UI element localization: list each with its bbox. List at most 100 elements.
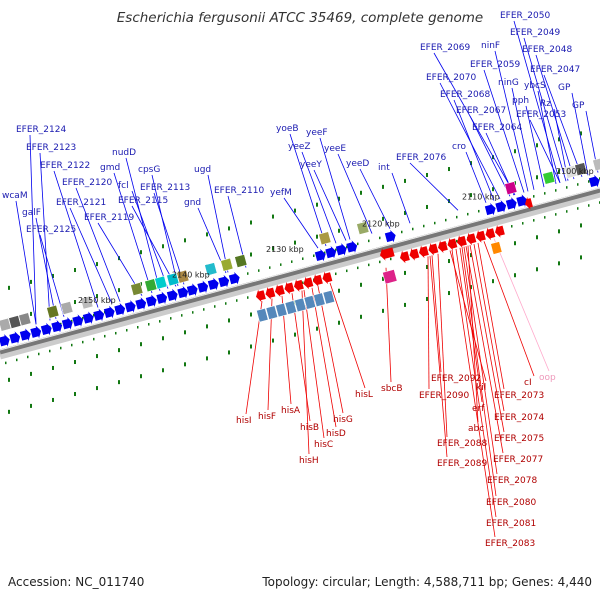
position-tick xyxy=(291,260,293,263)
position-tick xyxy=(338,228,340,233)
position-tick xyxy=(294,240,296,245)
position-tick xyxy=(577,207,579,210)
forward-leader-line xyxy=(39,234,65,317)
forward-leader-line xyxy=(125,157,161,291)
forward-leader-line xyxy=(483,69,525,193)
reverse-gene-arrow xyxy=(265,286,276,300)
forward-gene-label: EFER_2064 xyxy=(472,123,522,133)
reverse-leader-line xyxy=(451,249,496,538)
reverse-gene-label: sbcB xyxy=(381,384,403,394)
forward-gene-arrow xyxy=(346,240,358,253)
reverse-gene-label: abc xyxy=(468,424,484,434)
forward-feature-box xyxy=(234,253,248,268)
position-tick xyxy=(533,195,535,198)
position-tick xyxy=(82,316,84,320)
forward-gene-label: yeeD xyxy=(346,159,369,169)
position-tick xyxy=(401,230,403,234)
position-tick xyxy=(492,187,494,192)
reverse-gene-label: hisB xyxy=(300,423,319,433)
position-tick xyxy=(588,204,590,207)
reverse-gene-arrow xyxy=(447,237,458,251)
position-tick xyxy=(30,371,32,376)
reverse-feature-box xyxy=(265,305,279,320)
bp-marker-label: 2140 kbp xyxy=(172,271,210,280)
position-tick xyxy=(445,218,447,222)
reverse-leader-line xyxy=(427,256,430,390)
position-tick xyxy=(272,246,274,251)
forward-gene-label: ninF xyxy=(481,41,500,51)
position-tick xyxy=(566,210,568,213)
forward-gene-arrow xyxy=(218,274,230,288)
position-tick xyxy=(162,244,164,249)
position-tick xyxy=(30,311,32,316)
reverse-leader-line xyxy=(317,286,344,414)
forward-leader-line xyxy=(289,133,327,247)
forward-leader-line xyxy=(313,169,347,241)
forward-gene-label: EFER_2059 xyxy=(470,60,520,70)
position-tick xyxy=(470,285,472,290)
forward-leader-line xyxy=(131,190,169,289)
position-tick xyxy=(30,403,32,408)
reverse-gene-arrow xyxy=(438,240,448,253)
forward-feature-box xyxy=(204,262,218,277)
forward-gene-label: cpsG xyxy=(138,165,160,175)
forward-gene-label: gnd xyxy=(184,198,201,208)
position-tick xyxy=(93,337,95,341)
forward-leader-line xyxy=(69,207,113,304)
reverse-gene-arrow xyxy=(428,242,439,256)
position-tick xyxy=(316,234,318,239)
reverse-gene-arrow xyxy=(303,276,314,290)
position-tick xyxy=(544,216,546,219)
genome-summary-text: Topology: circular; Length: 4,588,711 bp… xyxy=(261,575,592,589)
forward-leader-line xyxy=(465,151,487,203)
position-tick xyxy=(27,355,29,359)
forward-leader-line xyxy=(53,170,99,308)
position-tick xyxy=(250,252,252,257)
forward-gene-label: gmd xyxy=(100,163,120,173)
position-tick xyxy=(30,279,32,284)
position-tick xyxy=(448,291,450,296)
position-tick xyxy=(118,348,120,353)
position-tick xyxy=(588,180,590,183)
position-tick xyxy=(52,397,54,402)
forward-gene-arrow xyxy=(156,291,168,305)
position-tick xyxy=(74,300,76,305)
position-tick xyxy=(558,261,560,266)
position-tick xyxy=(536,143,538,148)
reverse-leader-line xyxy=(303,289,325,439)
position-tick xyxy=(159,320,161,323)
forward-leader-line xyxy=(207,174,229,273)
forward-leader-line xyxy=(337,153,373,234)
reverse-gene-label: hisF xyxy=(258,412,276,422)
forward-leader-line xyxy=(15,200,37,325)
reverse-gene-arrow xyxy=(485,227,496,241)
reverse-gene-label: hisL xyxy=(355,390,373,400)
forward-gene-arrow xyxy=(335,243,347,256)
reverse-gene-arrow xyxy=(457,235,467,248)
position-tick xyxy=(162,336,164,341)
reverse-gene-label: hisH xyxy=(299,456,319,466)
position-tick xyxy=(404,210,406,215)
position-tick xyxy=(96,262,98,267)
position-tick xyxy=(294,332,296,337)
position-tick xyxy=(426,296,428,301)
reverse-gene-label: EFER_2078 xyxy=(487,476,537,486)
forward-gene-label: EFER_2076 xyxy=(396,153,446,163)
position-tick xyxy=(346,245,348,249)
forward-leader-line xyxy=(529,119,561,183)
position-tick xyxy=(360,314,362,319)
forward-leader-line xyxy=(319,137,351,240)
forward-gene-arrow xyxy=(51,319,63,333)
forward-feature-box xyxy=(564,164,578,179)
forward-gene-label: GP xyxy=(558,83,571,93)
reverse-leader-line xyxy=(329,282,366,389)
forward-leader-line xyxy=(513,20,561,183)
reverse-feature-box xyxy=(490,241,503,255)
accession-text: Accession: NC_011740 xyxy=(8,575,144,589)
reverse-gene-arrow xyxy=(466,232,477,246)
position-tick xyxy=(368,239,370,243)
forward-gene-arrow xyxy=(9,331,21,344)
forward-gene-arrow xyxy=(93,308,105,322)
forward-leader-line xyxy=(523,37,567,182)
forward-leader-line xyxy=(153,192,185,285)
